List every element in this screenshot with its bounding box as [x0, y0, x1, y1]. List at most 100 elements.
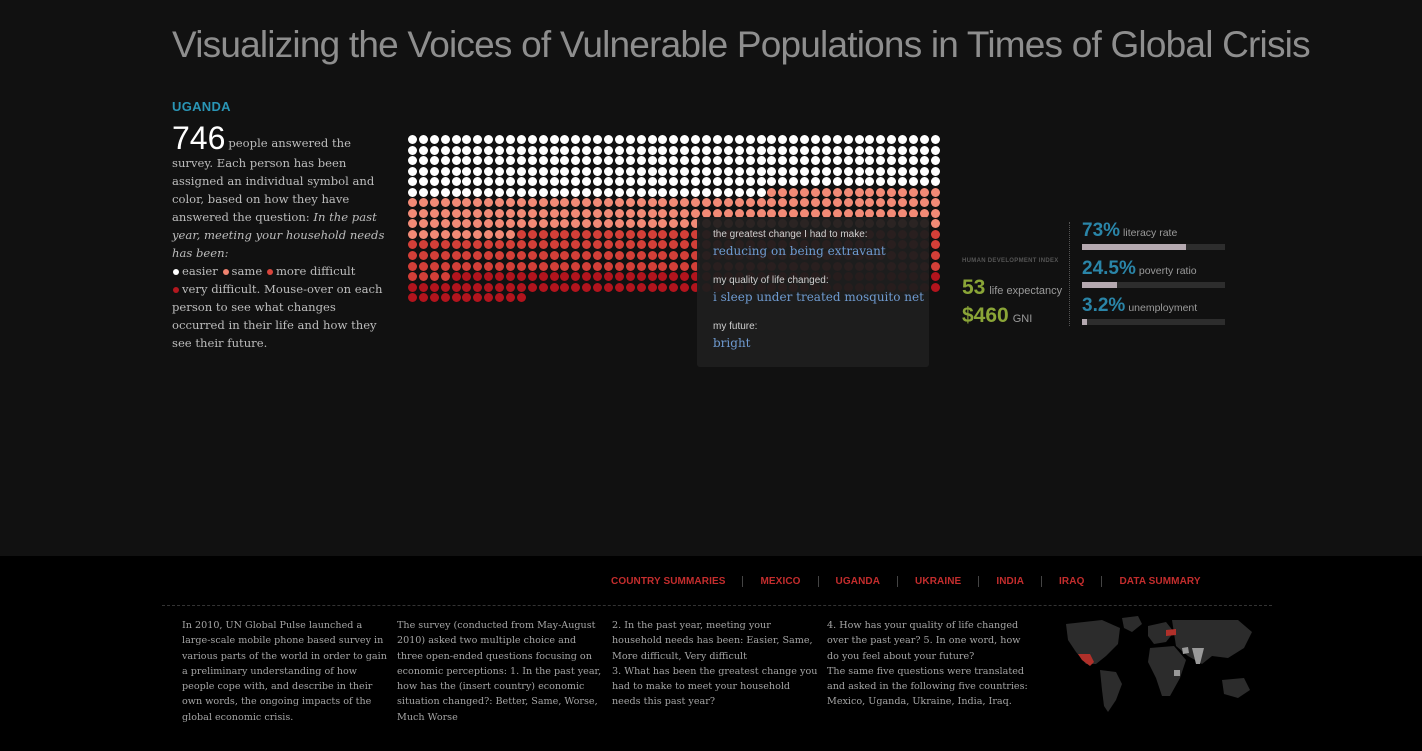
person-dot-easier[interactable] [549, 156, 559, 166]
person-dot-easier[interactable] [473, 145, 483, 155]
person-dot-same[interactable] [767, 208, 777, 218]
person-dot-easier[interactable] [908, 145, 918, 155]
person-dot-more-difficult[interactable] [451, 251, 461, 261]
person-dot-more-difficult[interactable] [636, 229, 646, 239]
person-dot-easier[interactable] [408, 177, 417, 187]
person-dot-same[interactable] [484, 229, 494, 239]
person-dot-same[interactable] [756, 208, 766, 218]
person-dot-same[interactable] [810, 198, 820, 208]
person-dot-easier[interactable] [506, 177, 516, 187]
person-dot-easier[interactable] [865, 177, 875, 187]
person-dot-same[interactable] [429, 198, 439, 208]
person-dot-easier[interactable] [712, 145, 722, 155]
person-dot-very-difficult[interactable] [408, 282, 417, 292]
person-dot-same[interactable] [865, 187, 875, 197]
person-dot-more-difficult[interactable] [408, 251, 417, 261]
person-dot-easier[interactable] [658, 135, 668, 144]
person-dot-more-difficult[interactable] [549, 240, 559, 250]
person-dot-easier[interactable] [527, 135, 537, 144]
person-dot-easier[interactable] [527, 166, 537, 176]
person-dot-same[interactable] [593, 208, 603, 218]
person-dot-easier[interactable] [429, 135, 439, 144]
person-dot-easier[interactable] [538, 145, 548, 155]
person-dot-same[interactable] [887, 208, 897, 218]
person-dot-easier[interactable] [462, 187, 472, 197]
person-dot-easier[interactable] [495, 145, 505, 155]
person-dot-easier[interactable] [429, 145, 439, 155]
nav-uganda[interactable]: UGANDA [835, 576, 881, 587]
person-dot-very-difficult[interactable] [506, 293, 516, 303]
person-dot-same[interactable] [767, 198, 777, 208]
person-dot-easier[interactable] [680, 145, 690, 155]
person-dot-easier[interactable] [930, 156, 940, 166]
person-dot-easier[interactable] [484, 156, 494, 166]
person-dot-same[interactable] [691, 219, 701, 229]
person-dot-more-difficult[interactable] [930, 229, 940, 239]
person-dot-easier[interactable] [418, 135, 428, 144]
person-dot-easier[interactable] [451, 135, 461, 144]
person-dot-more-difficult[interactable] [669, 240, 679, 250]
person-dot-very-difficult[interactable] [462, 272, 472, 282]
person-dot-easier[interactable] [636, 145, 646, 155]
person-dot-more-difficult[interactable] [669, 229, 679, 239]
person-dot-same[interactable] [919, 208, 929, 218]
nav-country-summaries[interactable]: COUNTRY SUMMARIES [611, 576, 726, 587]
person-dot-easier[interactable] [800, 135, 810, 144]
person-dot-very-difficult[interactable] [571, 272, 581, 282]
person-dot-easier[interactable] [658, 187, 668, 197]
person-dot-easier[interactable] [723, 145, 733, 155]
person-dot-more-difficult[interactable] [571, 251, 581, 261]
person-dot-easier[interactable] [843, 145, 853, 155]
person-dot-easier[interactable] [440, 166, 450, 176]
person-dot-very-difficult[interactable] [516, 282, 526, 292]
person-dot-very-difficult[interactable] [527, 272, 537, 282]
person-dot-easier[interactable] [538, 187, 548, 197]
person-dot-same[interactable] [702, 208, 712, 218]
person-dot-easier[interactable] [821, 156, 831, 166]
person-dot-easier[interactable] [821, 145, 831, 155]
person-dot-easier[interactable] [495, 166, 505, 176]
person-dot-same[interactable] [669, 198, 679, 208]
person-dot-easier[interactable] [680, 177, 690, 187]
person-dot-same[interactable] [527, 208, 537, 218]
person-dot-easier[interactable] [843, 166, 853, 176]
person-dot-easier[interactable] [734, 135, 744, 144]
person-dot-easier[interactable] [723, 166, 733, 176]
person-dot-very-difficult[interactable] [614, 272, 624, 282]
person-dot-easier[interactable] [832, 177, 842, 187]
person-dot-easier[interactable] [625, 156, 635, 166]
person-dot-same[interactable] [647, 198, 657, 208]
person-dot-very-difficult[interactable] [495, 282, 505, 292]
person-dot-same[interactable] [571, 219, 581, 229]
person-dot-same[interactable] [408, 208, 417, 218]
person-dot-easier[interactable] [767, 145, 777, 155]
person-dot-very-difficult[interactable] [582, 272, 592, 282]
person-dot-same[interactable] [898, 187, 908, 197]
person-dot-very-difficult[interactable] [506, 282, 516, 292]
person-dot-same[interactable] [930, 219, 940, 229]
person-dot-easier[interactable] [506, 135, 516, 144]
person-dot-same[interactable] [473, 208, 483, 218]
person-dot-more-difficult[interactable] [440, 272, 450, 282]
person-dot-same[interactable] [800, 208, 810, 218]
person-dot-same[interactable] [658, 198, 668, 208]
person-dot-easier[interactable] [473, 187, 483, 197]
person-dot-easier[interactable] [854, 135, 864, 144]
uganda-shape[interactable] [1174, 670, 1180, 676]
person-dot-easier[interactable] [484, 166, 494, 176]
person-dot-more-difficult[interactable] [538, 229, 548, 239]
person-dot-very-difficult[interactable] [669, 282, 679, 292]
person-dot-easier[interactable] [418, 145, 428, 155]
person-dot-easier[interactable] [898, 177, 908, 187]
person-dot-easier[interactable] [647, 177, 657, 187]
person-dot-very-difficult[interactable] [495, 272, 505, 282]
person-dot-easier[interactable] [930, 145, 940, 155]
person-dot-more-difficult[interactable] [527, 229, 537, 239]
person-dot-same[interactable] [506, 208, 516, 218]
person-dot-easier[interactable] [516, 135, 526, 144]
person-dot-very-difficult[interactable] [473, 293, 483, 303]
person-dot-same[interactable] [712, 198, 722, 208]
person-dot-same[interactable] [723, 198, 733, 208]
person-dot-easier[interactable] [462, 156, 472, 166]
person-dot-easier[interactable] [919, 145, 929, 155]
